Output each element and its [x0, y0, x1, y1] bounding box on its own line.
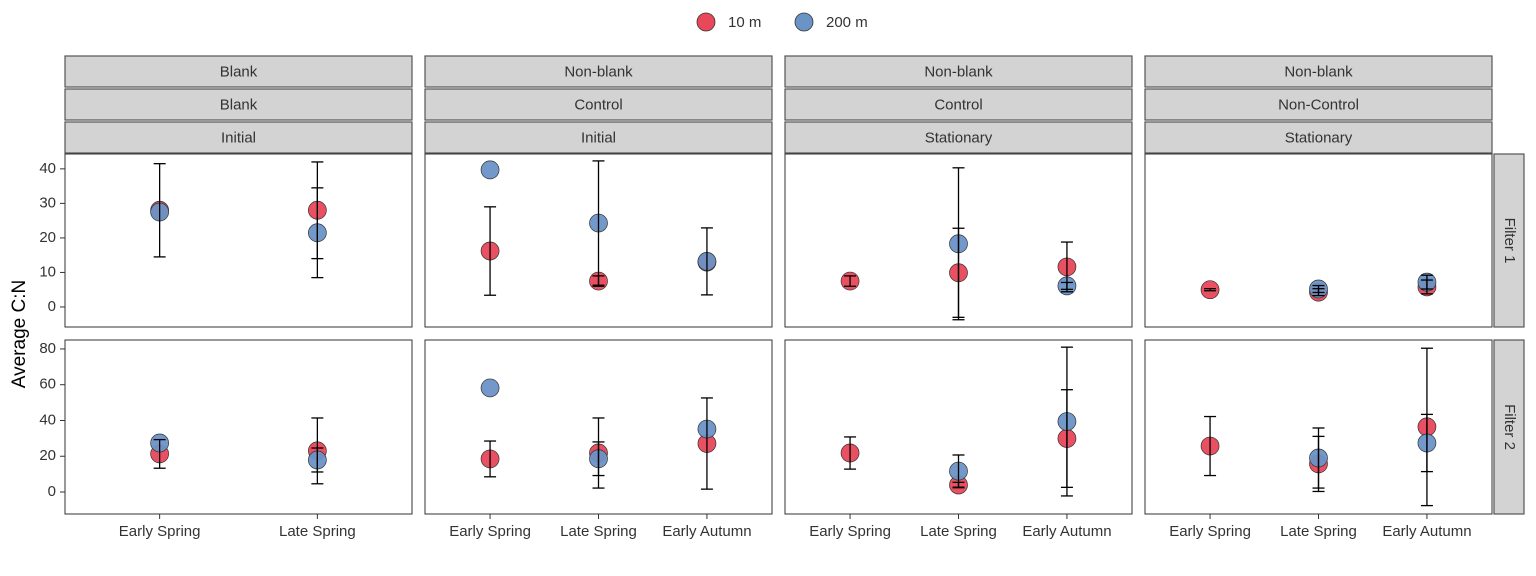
y-tick-label: 0: [48, 298, 56, 315]
legend-label: 10 m: [728, 14, 761, 31]
error-bar: [844, 275, 857, 287]
legend-marker: [696, 12, 716, 32]
facet-strip-label: Non-Control: [1278, 96, 1359, 113]
point: [480, 160, 500, 180]
error-bar: [700, 227, 713, 296]
facet-strip-label: Control: [934, 96, 982, 113]
facet-strip: [784, 88, 1133, 121]
facet-strip-label: Blank: [220, 96, 258, 113]
facet-strip: [1493, 339, 1525, 515]
x-tick-label: Early Autumn: [662, 523, 751, 540]
facet-strip-label: Control: [574, 96, 622, 113]
x-tick-label: Early Spring: [449, 523, 531, 540]
x-tick-label: Early Autumn: [1382, 523, 1471, 540]
error-bar: [1420, 413, 1433, 473]
error-bar: [1312, 427, 1325, 489]
facet-strip-label: Initial: [221, 129, 256, 146]
facet-strip: [784, 55, 1133, 88]
facet-strip-label: Non-blank: [924, 63, 993, 80]
facet-strip-label: Stationary: [925, 129, 993, 146]
x-tick-label: Early Spring: [119, 523, 201, 540]
x-tick-label: Late Spring: [560, 523, 637, 540]
panel: [64, 339, 413, 515]
error-bar: [592, 441, 605, 477]
point: [480, 378, 500, 398]
panel: [784, 153, 1133, 328]
x-tick-label: Late Spring: [279, 523, 356, 540]
error-bar: [484, 206, 497, 296]
facet-strip-label: Stationary: [1285, 129, 1353, 146]
error-bar: [153, 163, 166, 258]
x-tick-label: Early Spring: [809, 523, 891, 540]
facet-strip: [424, 121, 773, 154]
error-bar: [1420, 274, 1433, 290]
y-tick-label: 80: [39, 340, 56, 357]
facet-strip-label: Initial: [581, 129, 616, 146]
y-tick-label: 30: [39, 194, 56, 211]
error-bar: [311, 187, 324, 279]
y-tick-label: 40: [39, 411, 56, 428]
panel: [64, 153, 413, 328]
facet-strip: [1493, 153, 1525, 328]
x-tick-label: Late Spring: [920, 523, 997, 540]
error-bar: [592, 160, 605, 286]
error-bar: [484, 440, 497, 478]
facet-strip-label: Blank: [220, 63, 258, 80]
error-bar: [952, 454, 965, 488]
y-tick-label: 20: [39, 447, 56, 464]
facet-strip: [784, 121, 1133, 154]
facet-strip: [64, 55, 413, 88]
error-bar: [1060, 281, 1073, 291]
facet-strip: [64, 88, 413, 121]
y-tick-label: 0: [48, 483, 56, 500]
error-bar: [153, 438, 166, 469]
error-bar: [1060, 346, 1073, 497]
y-tick-label: 10: [39, 263, 56, 280]
facet-strip-label: Filter 1: [1501, 218, 1518, 264]
y-tick-label: 60: [39, 376, 56, 393]
error-bar: [700, 397, 713, 490]
legend-marker: [794, 12, 814, 32]
panel: [1144, 153, 1493, 328]
facet-strip-label: Filter 2: [1501, 404, 1518, 450]
y-axis-title: Average C:N: [9, 280, 30, 388]
facet-strip: [424, 88, 773, 121]
y-tick-label: 40: [39, 160, 56, 177]
error-bar: [844, 436, 857, 470]
y-tick-label: 20: [39, 229, 56, 246]
error-bar: [1204, 288, 1217, 292]
x-tick-label: Early Spring: [1169, 523, 1251, 540]
facet-strip: [1144, 121, 1493, 154]
facet-strip: [1144, 55, 1493, 88]
x-tick-label: Early Autumn: [1022, 523, 1111, 540]
legend-label: 200 m: [826, 14, 868, 31]
x-tick-label: Late Spring: [1280, 523, 1357, 540]
facet-strip: [1144, 88, 1493, 121]
error-bar: [311, 447, 324, 473]
panel: [424, 153, 773, 328]
error-bar: [1312, 284, 1325, 294]
error-bar: [1204, 415, 1217, 477]
facet-strip-label: Non-blank: [1284, 63, 1353, 80]
facet-strip-label: Non-blank: [564, 63, 633, 80]
facet-strip: [64, 121, 413, 154]
error-bar: [952, 167, 965, 321]
facet-strip: [424, 55, 773, 88]
